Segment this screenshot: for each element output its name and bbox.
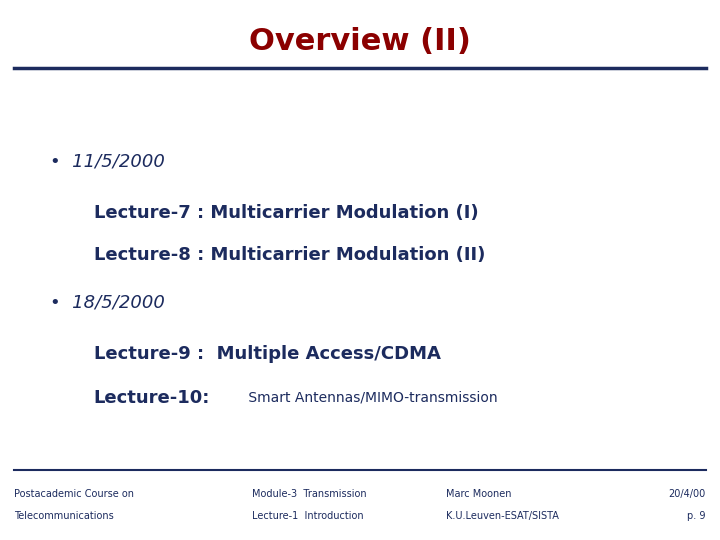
- Text: Overview (II): Overview (II): [249, 27, 471, 56]
- Text: Marc Moonen: Marc Moonen: [446, 489, 512, 499]
- Text: Lecture-10:: Lecture-10:: [94, 389, 210, 407]
- Text: Lecture-8 : Multicarrier Modulation (II): Lecture-8 : Multicarrier Modulation (II): [94, 246, 485, 265]
- Text: Postacademic Course on: Postacademic Course on: [14, 489, 135, 499]
- Text: •  11/5/2000: • 11/5/2000: [50, 153, 166, 171]
- Text: Smart Antennas/MIMO-transmission: Smart Antennas/MIMO-transmission: [244, 391, 498, 405]
- Text: K.U.Leuven-ESAT/SISTA: K.U.Leuven-ESAT/SISTA: [446, 511, 559, 521]
- Text: Lecture-1  Introduction: Lecture-1 Introduction: [252, 511, 364, 521]
- Text: p. 9: p. 9: [687, 511, 706, 521]
- Text: Lecture-7 : Multicarrier Modulation (I): Lecture-7 : Multicarrier Modulation (I): [94, 204, 478, 222]
- Text: Module-3  Transmission: Module-3 Transmission: [252, 489, 366, 499]
- Text: Lecture-9 :  Multiple Access/CDMA: Lecture-9 : Multiple Access/CDMA: [94, 345, 441, 363]
- Text: •  18/5/2000: • 18/5/2000: [50, 293, 166, 312]
- Text: Telecommunications: Telecommunications: [14, 511, 114, 521]
- Text: 20/4/00: 20/4/00: [668, 489, 706, 499]
